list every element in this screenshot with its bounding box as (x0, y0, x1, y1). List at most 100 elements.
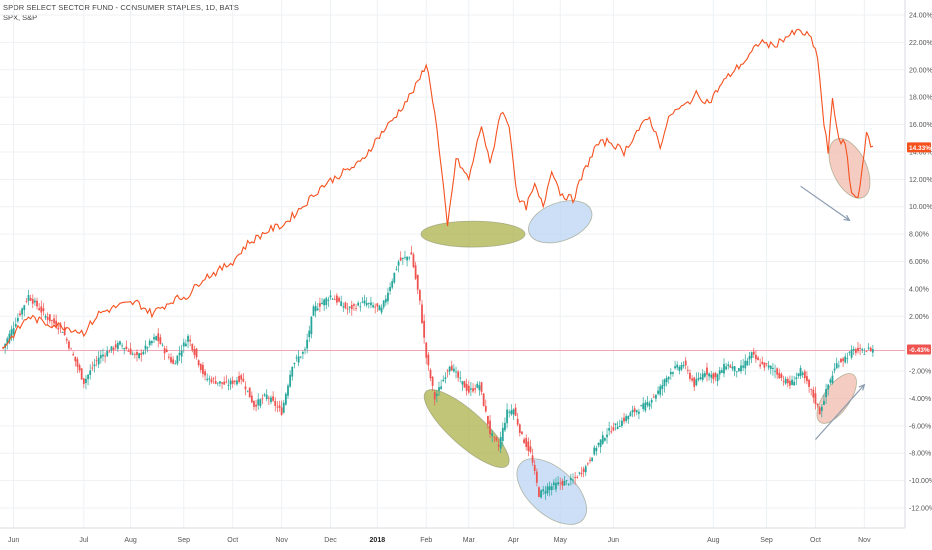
candle-body (342, 306, 345, 308)
chart-title: SPDR SELECT SECTOR FUND - CONSUMER STAPL… (3, 3, 239, 12)
candle-body (153, 337, 155, 340)
last-value-badge-bg (907, 344, 931, 355)
candle-body (512, 409, 515, 415)
candle-body (552, 482, 555, 486)
candle-body (51, 320, 53, 321)
last-value-badge-text: -0.43% (909, 347, 930, 354)
candle-body (401, 257, 404, 259)
candle-body (384, 298, 387, 303)
trend-arrow (800, 185, 850, 221)
x-tick-label: Mar (463, 537, 476, 544)
candle-body (733, 366, 736, 372)
candle-body (284, 393, 287, 405)
candle-body (680, 364, 683, 370)
candle-body (236, 380, 238, 385)
candle-body (497, 444, 500, 447)
candle-body (463, 381, 466, 388)
candle-body (618, 425, 621, 427)
candle-body (346, 308, 349, 310)
candle-body (80, 368, 83, 380)
candle-body (42, 308, 45, 312)
candle-body (142, 351, 145, 355)
candle-body (397, 261, 400, 266)
candle-body (376, 303, 379, 307)
candle-body (761, 361, 764, 364)
candle-body (846, 358, 849, 360)
candle-body (85, 378, 87, 384)
candle-body (772, 367, 774, 369)
candle-body (769, 365, 772, 369)
candle-body (114, 344, 117, 348)
candle-body (472, 388, 474, 392)
candle-body (331, 298, 334, 300)
candle-body (165, 349, 168, 352)
candle-body (146, 347, 149, 349)
candle-body (735, 371, 738, 373)
candle-body (612, 427, 615, 431)
y-tick-label: -2.00% (909, 369, 931, 376)
candle-body (812, 389, 815, 398)
candle-body (676, 364, 679, 368)
candle-body (567, 483, 570, 485)
candle-body (233, 380, 236, 382)
x-tick-label: Jul (79, 537, 88, 544)
candle-body (765, 363, 768, 365)
candle-body (27, 295, 30, 301)
candle-body (244, 386, 247, 390)
candle-body (504, 422, 506, 431)
candle-body (438, 387, 440, 391)
candle-body (208, 378, 211, 380)
candle-body (561, 480, 564, 486)
candle-body (693, 377, 696, 387)
candle-body (359, 306, 362, 308)
candle-body (569, 478, 572, 481)
candle-body (572, 479, 574, 481)
candle-body (353, 304, 355, 306)
candle-body (195, 348, 198, 358)
candle-body (684, 360, 687, 366)
x-tick-label: Sep (178, 537, 191, 544)
candle-body (582, 468, 585, 473)
candle-body (608, 428, 611, 431)
x-tick-label: Dec (324, 537, 337, 544)
candle-body (421, 304, 423, 324)
arrow-head (858, 383, 866, 391)
y-axis[interactable]: 24.00% 22.00% 20.00% 18.00% 16.00% 14.00% 12.0… (904, 0, 932, 528)
x-tick-label: Feb (420, 537, 432, 544)
candle-body (395, 268, 398, 270)
candle-body (87, 374, 89, 380)
candle-body (720, 370, 723, 373)
candle-body (674, 366, 676, 369)
candle-body (542, 489, 545, 492)
y-tick-label: 16.00% (909, 122, 932, 129)
candle-body (814, 393, 817, 404)
candle-body (442, 379, 445, 382)
candle-body (282, 402, 285, 413)
candle-body (627, 415, 630, 420)
candle-body (185, 343, 187, 347)
candle-body (712, 373, 715, 380)
candle-body (55, 320, 58, 328)
candle-body (259, 399, 262, 407)
candle-body (778, 372, 781, 379)
candle-body (378, 305, 381, 311)
x-tick-label: Nov (858, 537, 871, 544)
candle-body (272, 396, 275, 401)
candle-body (576, 477, 579, 478)
candle-body (129, 348, 132, 355)
candle-body (774, 370, 776, 372)
candle-body (810, 389, 813, 391)
trend-arrow (815, 384, 865, 440)
candle-body (808, 379, 810, 387)
candle-body (29, 298, 32, 301)
candle-body (65, 338, 68, 341)
candle-body (491, 433, 494, 436)
x-axis[interactable]: Jun Jul Aug Sep Oct Nov Dec 2018 Feb Mar Apr May Jun… (0, 527, 905, 544)
candle-body (95, 360, 98, 362)
candle-body (116, 343, 119, 350)
candle-body (306, 339, 309, 349)
candle-body (863, 353, 866, 355)
y-tick-label: 8.00% (909, 232, 929, 239)
candle-body (610, 431, 613, 433)
